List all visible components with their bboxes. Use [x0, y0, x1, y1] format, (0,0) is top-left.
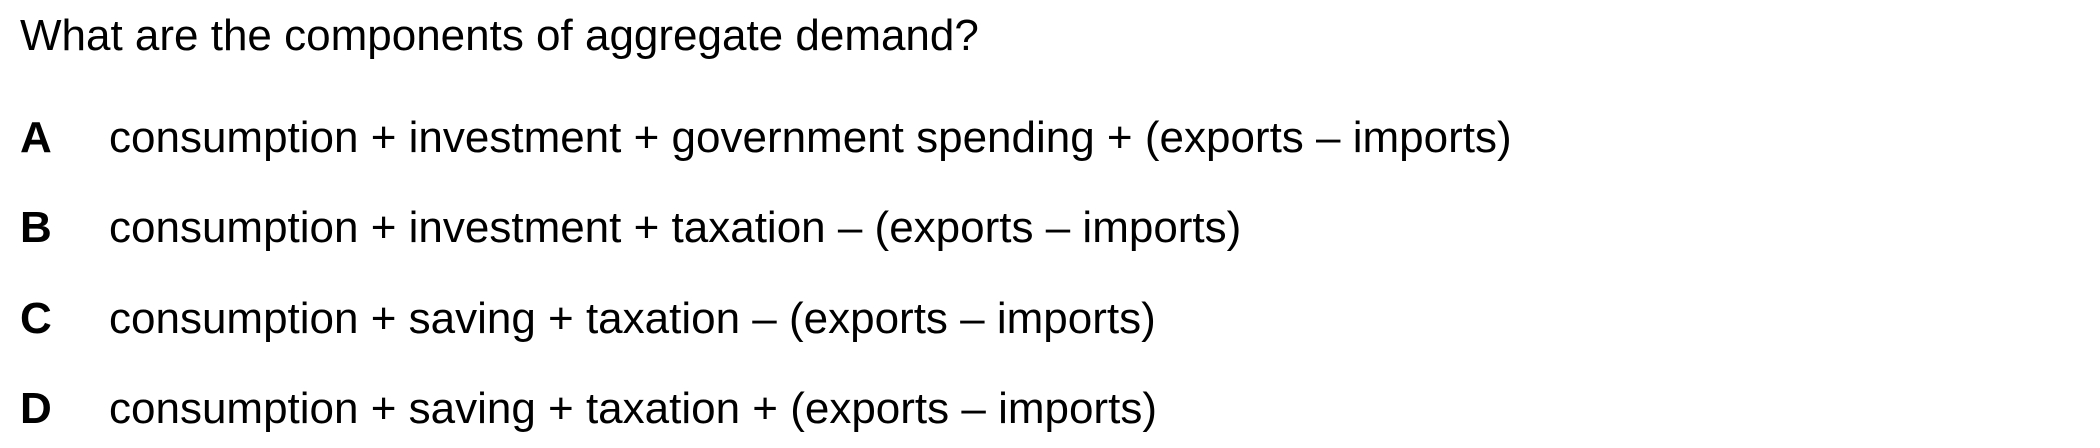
option-letter: B — [20, 203, 52, 252]
option-letter: C — [20, 294, 52, 343]
option-letter: A — [20, 113, 52, 162]
option-letter: D — [20, 384, 52, 433]
option-text: consumption + saving + taxation + (expor… — [109, 384, 1157, 433]
option-text: consumption + investment + government sp… — [109, 113, 1512, 162]
option-text: consumption + saving + taxation – (expor… — [109, 294, 1156, 343]
question-text: What are the components of aggregate dem… — [20, 11, 979, 60]
option-text: consumption + investment + taxation – (e… — [109, 203, 1242, 252]
